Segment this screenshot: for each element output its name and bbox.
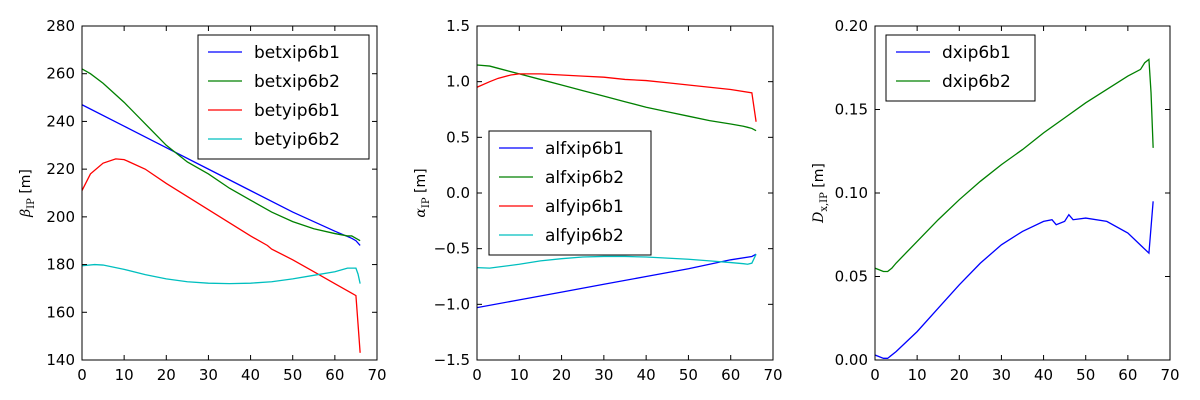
x-tick-label: 70 <box>763 366 782 384</box>
dispersion-panel: 0 10 20 30 40 50 60 70 0.00 0.05 0.10 0.15 0.20 Dx,IP… <box>811 17 1180 384</box>
y-tick-label: 1.5 <box>446 17 470 35</box>
x-tick-label: 50 <box>283 366 302 384</box>
y-axis-label-unit: [m] <box>18 169 34 198</box>
x-tick-label: 50 <box>1076 366 1095 384</box>
y-axis-label-subscript: x,IP <box>819 192 830 212</box>
y-axis-label-unit: [m] <box>413 168 429 197</box>
x-tick-label: 30 <box>199 366 218 384</box>
x-tick-label: 20 <box>950 366 969 384</box>
legend-box <box>197 34 370 160</box>
series-line-alfyip6b1 <box>477 73 757 122</box>
y-tick-label: 240 <box>46 112 75 130</box>
series-line-alfxip6b1 <box>477 253 757 309</box>
legend-entry-dxip6b1: dxip6b1 <box>942 43 1011 63</box>
series-line-betyip6b2 <box>82 263 361 285</box>
y-tick-label: −1.5 <box>434 351 470 369</box>
y-tick-label: 1.0 <box>446 73 470 91</box>
y-axis-label: βIP [m] <box>18 169 37 218</box>
x-tick-label: 60 <box>721 366 740 384</box>
series-line-dxip6b2 <box>875 58 1154 273</box>
legend-entry-betxip6b1: betxip6b1 <box>254 43 340 63</box>
y-axis-label-symbol: β <box>18 209 34 218</box>
x-tick-label: 50 <box>679 366 698 384</box>
series-line-betyip6b1 <box>82 158 361 353</box>
y-tick-label: 280 <box>46 17 75 35</box>
y-tick-label: 0.00 <box>835 351 868 369</box>
legend-entry-alfxip6b1: alfxip6b1 <box>545 139 624 159</box>
y-axis-label-symbol: D <box>811 212 827 224</box>
series-line-betxip6b2 <box>82 68 361 242</box>
y-axis-label-subscript: IP <box>26 198 37 209</box>
y-tick-label: −0.5 <box>434 240 470 258</box>
series-line-alfyip6b2 <box>477 253 757 269</box>
y-tick-label: 260 <box>46 65 75 83</box>
x-tick-label: 20 <box>552 366 571 384</box>
series-line-dxip6b1 <box>875 201 1154 359</box>
x-tick-label: 0 <box>472 366 482 384</box>
x-tick-label: 40 <box>637 366 656 384</box>
legend-entry-alfyip6b1: alfyip6b1 <box>545 197 624 217</box>
y-axis-label: αIP [m] <box>413 168 432 217</box>
y-tick-label: −1.0 <box>434 295 470 313</box>
x-tick-label: 40 <box>1034 366 1053 384</box>
y-tick-label: 0.15 <box>835 101 868 119</box>
legend: betxip6b1 betxip6b2 betyip6b1 betyip6b2 <box>197 34 370 160</box>
legend-entry-betxip6b2: betxip6b2 <box>254 72 340 92</box>
x-tick-label: 70 <box>367 366 386 384</box>
y-axis-label-subscript: IP <box>421 197 432 208</box>
y-tick-label: 0.10 <box>835 184 868 202</box>
x-tick-label: 10 <box>908 366 927 384</box>
x-tick-label: 30 <box>992 366 1011 384</box>
x-tick-label: 10 <box>510 366 529 384</box>
y-tick-label: 0.5 <box>446 128 470 146</box>
y-tick-label: 0.05 <box>835 268 868 286</box>
x-tick-label: 70 <box>1160 366 1179 384</box>
alpha-panel: 0 10 20 30 40 50 60 70 −1.5 −1.0 −0.5 0.0 0.5 1.0 1.5 α… <box>413 17 783 384</box>
legend-entry-betyip6b2: betyip6b2 <box>254 130 340 150</box>
legend-entry-alfyip6b2: alfyip6b2 <box>545 226 624 246</box>
x-tick-label: 60 <box>1118 366 1137 384</box>
legend: dxip6b1 dxip6b2 <box>885 34 1036 102</box>
y-tick-label: 140 <box>46 351 75 369</box>
legend-entry-betyip6b1: betyip6b1 <box>254 101 340 121</box>
y-tick-label: 200 <box>46 208 75 226</box>
beta-panel: 0 10 20 30 40 50 60 70 140 160 180 200 220 240 260 280 β… <box>18 17 387 384</box>
series-line-alfxip6b2 <box>477 64 757 132</box>
y-tick-label: 0.20 <box>835 17 868 35</box>
y-axis-label: Dx,IP [m] <box>811 163 830 224</box>
legend: alfxip6b1 alfxip6b2 alfyip6b1 alfyip6b2 <box>488 130 652 256</box>
y-axis-label-unit: [m] <box>811 163 827 192</box>
y-tick-label: 220 <box>46 160 75 178</box>
legend-box <box>885 34 1036 102</box>
y-tick-label: 0.0 <box>446 184 470 202</box>
series-line-betxip6b1 <box>82 104 361 246</box>
x-tick-label: 20 <box>157 366 176 384</box>
legend-entry-alfxip6b2: alfxip6b2 <box>545 168 624 188</box>
x-tick-label: 40 <box>241 366 260 384</box>
x-tick-label: 30 <box>594 366 613 384</box>
y-tick-label: 160 <box>46 303 75 321</box>
x-tick-label: 60 <box>325 366 344 384</box>
x-tick-label: 0 <box>77 366 87 384</box>
legend-box <box>488 130 652 256</box>
x-tick-label: 10 <box>115 366 134 384</box>
y-axis-label-symbol: α <box>413 208 429 218</box>
plot-frame <box>81 25 378 361</box>
y-tick-label: 180 <box>46 256 75 274</box>
legend-entry-dxip6b2: dxip6b2 <box>942 72 1011 92</box>
x-tick-label: 0 <box>870 366 880 384</box>
